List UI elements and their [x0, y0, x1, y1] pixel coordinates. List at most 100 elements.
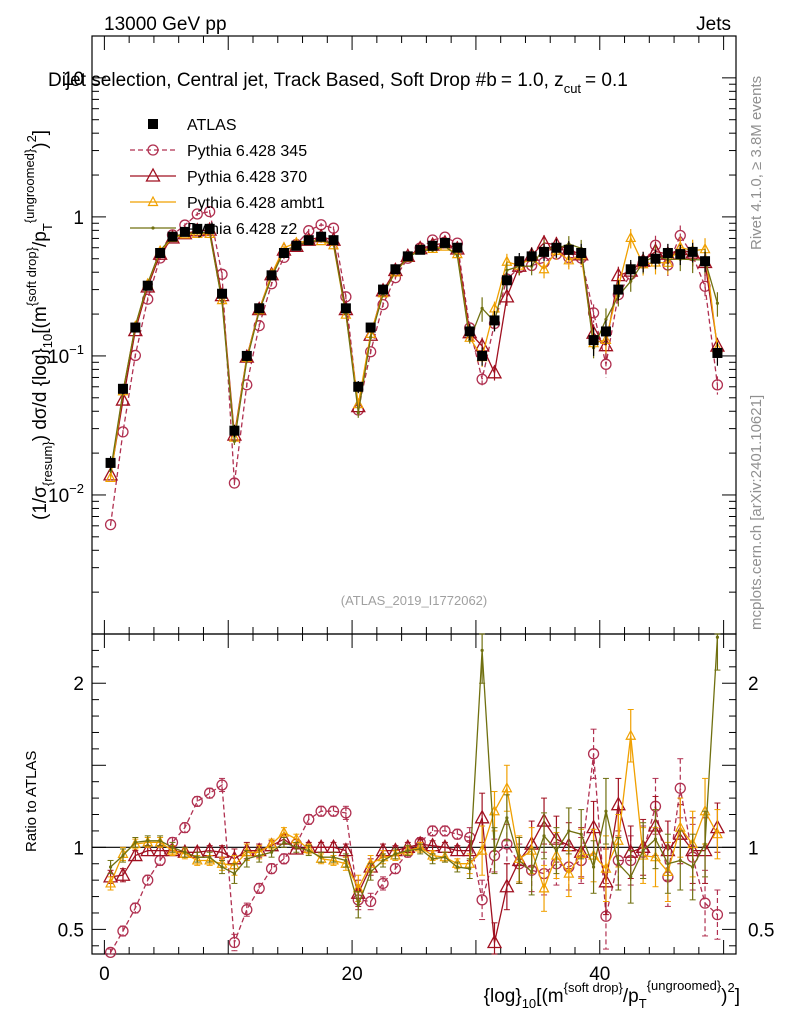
ratio-point [356, 903, 360, 907]
x-label-part-f: T [639, 996, 647, 1011]
main-point [629, 279, 633, 283]
atlas-point [489, 315, 500, 326]
side-label-bottom: mcplots.cern.ch [arXiv:2401.10621] [748, 395, 765, 630]
main-point [499, 288, 515, 303]
atlas-point [464, 326, 475, 337]
ratio-point [389, 863, 402, 875]
ratio-series-1 [104, 728, 724, 959]
ratio-point [208, 855, 212, 859]
ratio-tick-label: 1 [73, 838, 84, 859]
ratio-point [430, 857, 435, 861]
ratio-tick-label: 2 [73, 674, 84, 695]
atlas-point [117, 383, 128, 394]
ratio-point [344, 858, 348, 863]
ratio-point [393, 852, 398, 856]
ratio-point [711, 908, 724, 921]
ratio-point [678, 858, 682, 863]
ratio-point [167, 844, 178, 855]
y-tick-label: 10−1 [48, 342, 84, 368]
y-label-part-a: (1/σ [30, 486, 51, 520]
ratio-point [476, 844, 488, 855]
ratio-point [315, 805, 327, 817]
ratio-point [703, 842, 707, 846]
x-axis-label: {log}10[(m{soft drop}/pT{ungroomed})2] [484, 978, 740, 1011]
main-series-1 [104, 206, 724, 531]
ratio-point [253, 882, 265, 895]
legend-label: Pythia 6.428 z2 [187, 221, 297, 238]
ratio-point [377, 877, 389, 890]
analysis-id: (ATLAS_2019_I1772062) [341, 593, 487, 608]
main-series-atlas [105, 223, 723, 471]
atlas-point [278, 247, 289, 258]
x-tick-label: 40 [589, 964, 610, 985]
ratio-point [600, 862, 612, 873]
ratio-series-line [110, 753, 718, 953]
ratio-point [121, 853, 125, 858]
ratio-tick-label-right: 2 [748, 674, 759, 695]
atlas-point [662, 247, 673, 258]
ratio-point [105, 877, 117, 888]
atlas-point [501, 275, 512, 286]
main-point [369, 335, 373, 339]
atlas-point [514, 256, 525, 267]
ratio-point [505, 816, 509, 820]
ratio-point [245, 857, 249, 861]
atlas-point [130, 322, 141, 333]
x-ticks: 0 20 40 [99, 36, 725, 985]
main-point [104, 518, 117, 531]
ratio-point [117, 925, 129, 937]
ratio-point [579, 832, 583, 836]
ratio-series-group [102, 633, 726, 959]
ratio-point [563, 867, 575, 878]
main-series-group [102, 206, 726, 531]
atlas-point [142, 280, 153, 291]
ratio-point [328, 854, 339, 865]
ratio-point [439, 825, 451, 837]
ratio-point [449, 842, 465, 857]
ratio-point [191, 795, 203, 808]
ratio-point [127, 847, 143, 862]
ratio-point [265, 863, 278, 875]
legend-label: Pythia 6.428 ambt1 [187, 195, 325, 212]
ratio-point [480, 648, 484, 653]
main-point [108, 469, 113, 473]
ratio-point [146, 839, 150, 843]
x-label-part-a: {log} [484, 986, 522, 1007]
ratio-y-axis-label: Ratio to ATLAS [23, 751, 40, 852]
atlas-point [204, 223, 215, 234]
main-point [587, 307, 600, 319]
ratio-point [610, 796, 626, 811]
atlas-point [687, 246, 698, 257]
atlas-point [477, 350, 488, 361]
main-point [476, 373, 488, 385]
main-point [480, 306, 484, 310]
main-point [604, 317, 608, 322]
ratio-point [319, 855, 323, 859]
header-right: Jets [696, 14, 731, 35]
x-label-part-d: {soft drop} [564, 980, 624, 995]
ratio-point [183, 850, 187, 854]
atlas-point [266, 270, 277, 281]
ratio-tick-label-right: 0.5 [748, 920, 774, 941]
main-point [220, 299, 224, 304]
ratio-series-3 [105, 708, 723, 912]
x-label-part-g: {ungroomed} [647, 978, 722, 993]
y-label-part-e: [(m [30, 306, 51, 333]
ratio-point [140, 842, 156, 857]
y-tick-label: 10−2 [48, 481, 84, 507]
ratio-point [307, 849, 311, 853]
y-label-part-f: {soft drop} [24, 246, 39, 306]
ratio-series-line [110, 735, 718, 891]
ratio-point [191, 854, 203, 865]
y-tick-label-exp: −1 [69, 342, 84, 357]
main-point [711, 379, 724, 391]
legend-marker [147, 144, 159, 156]
x-label-part-b: 10 [522, 996, 536, 1011]
y-label-part-i: {ungroomed} [22, 148, 37, 223]
main-point [600, 358, 612, 370]
ratio-point [538, 882, 550, 893]
ratio-point [587, 748, 600, 760]
ratio-point [474, 809, 490, 824]
legend-marker [147, 195, 159, 207]
